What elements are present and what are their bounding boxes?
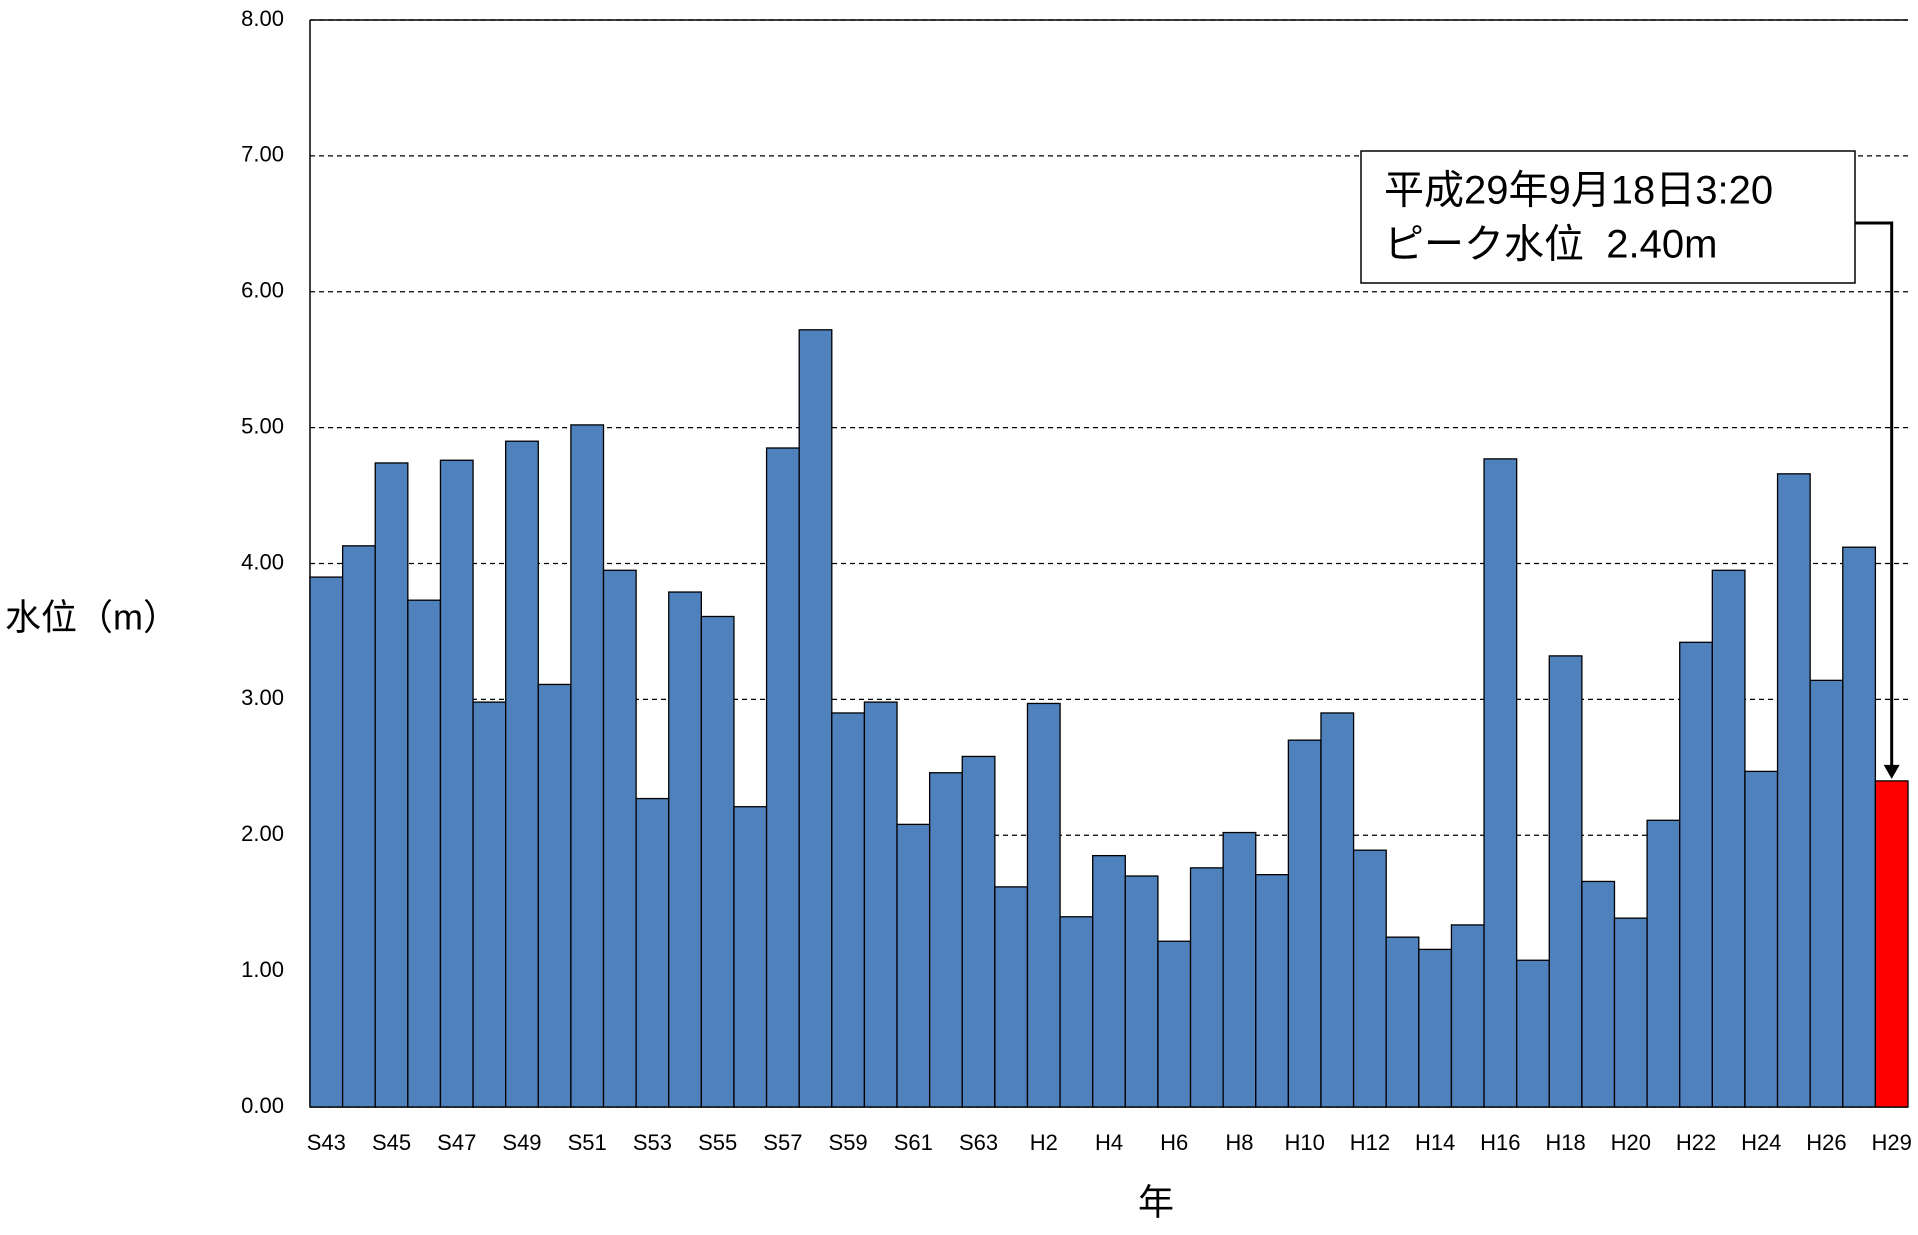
bar: [602, 569, 637, 1108]
bar: [1320, 712, 1355, 1108]
x-tick-label: S49: [502, 1130, 541, 1155]
bar: [1581, 880, 1616, 1108]
bar: [635, 797, 670, 1108]
x-axis-label: 年: [1138, 1182, 1174, 1223]
bar: [1255, 874, 1290, 1108]
bar: [1157, 940, 1192, 1108]
x-tick-label: H29: [1872, 1130, 1912, 1155]
bar: [1287, 739, 1322, 1108]
bar: [505, 440, 539, 1108]
bar: [1874, 780, 1909, 1108]
y-tick-label: 1.00: [241, 957, 284, 982]
x-tick-label: H2: [1030, 1130, 1058, 1155]
x-tick-label: S53: [633, 1130, 672, 1155]
y-tick-label: 6.00: [241, 278, 284, 303]
bar: [863, 701, 898, 1108]
x-tick-label: H24: [1741, 1130, 1781, 1155]
y-tick-label: 2.00: [241, 821, 284, 846]
x-tick-label: H12: [1350, 1130, 1390, 1155]
x-tick-label: H10: [1284, 1130, 1324, 1155]
x-tick-label: H20: [1611, 1130, 1651, 1155]
bar: [374, 462, 409, 1108]
y-tick-label: 0.00: [241, 1093, 284, 1118]
bar: [1744, 770, 1779, 1108]
x-tick-label: S61: [894, 1130, 933, 1155]
x-tick-label: S63: [959, 1130, 998, 1155]
bar: [439, 459, 474, 1108]
x-tick-label: H16: [1480, 1130, 1520, 1155]
bar: [341, 545, 376, 1108]
bar: [1124, 875, 1159, 1108]
bar: [537, 683, 572, 1108]
bar: [1613, 917, 1648, 1108]
y-tick-label: 4.00: [241, 549, 284, 574]
bar: [1679, 641, 1713, 1108]
bar: [765, 447, 800, 1108]
y-tick-label: 8.00: [241, 6, 284, 31]
x-tick-label: H4: [1095, 1130, 1123, 1155]
annotation-box: [1360, 150, 1856, 284]
bar: [1092, 854, 1126, 1108]
bar: [798, 329, 833, 1108]
x-tick-label: H14: [1415, 1130, 1455, 1155]
x-tick-label: S43: [307, 1130, 346, 1155]
bar: [1352, 849, 1387, 1108]
x-tick-label: H26: [1806, 1130, 1846, 1155]
bar: [1483, 458, 1518, 1108]
x-tick-label: H8: [1225, 1130, 1253, 1155]
bar: [668, 591, 702, 1108]
bar: [1809, 679, 1844, 1108]
x-tick-label: H18: [1545, 1130, 1585, 1155]
bar: [1646, 819, 1681, 1108]
y-tick-label: 5.00: [241, 413, 284, 438]
x-tick-label: H22: [1676, 1130, 1716, 1155]
y-tick-label: 3.00: [241, 685, 284, 710]
x-tick-label: S59: [829, 1130, 868, 1155]
x-tick-label: S51: [568, 1130, 607, 1155]
bar: [1842, 546, 1877, 1108]
bar: [994, 886, 1029, 1108]
bar: [1385, 936, 1420, 1108]
bar: [1418, 948, 1453, 1108]
bar: [733, 806, 768, 1108]
bar: [1516, 959, 1550, 1108]
bar: [1776, 473, 1811, 1108]
y-tick-label: 7.00: [241, 142, 284, 167]
bar: [1711, 569, 1746, 1108]
x-tick-label: S45: [372, 1130, 411, 1155]
bar: [896, 823, 931, 1108]
annotation-arrow: [1855, 221, 1894, 767]
y-axis-label: 水位（m）: [5, 597, 179, 638]
bar: [1059, 916, 1094, 1108]
x-tick-label: H6: [1160, 1130, 1188, 1155]
bar: [1189, 867, 1224, 1108]
bar: [407, 599, 442, 1108]
annotation-line: 平成29年9月18日3:20: [1384, 169, 1773, 213]
bar: [570, 424, 605, 1108]
x-tick-label: S57: [763, 1130, 802, 1155]
x-tick-label: S47: [437, 1130, 476, 1155]
bar: [309, 576, 344, 1108]
bar: [700, 615, 735, 1108]
bar: [961, 755, 996, 1108]
bar: [472, 701, 507, 1108]
x-tick-label: S55: [698, 1130, 737, 1155]
bar: [1026, 702, 1061, 1108]
annotation-line: ピーク水位 2.40m: [1384, 223, 1717, 267]
bar: [928, 772, 963, 1108]
bar: [1548, 655, 1583, 1108]
bar: [1222, 831, 1257, 1108]
bar: [1450, 924, 1485, 1108]
bar: [831, 712, 866, 1108]
annotation-arrowhead: [1883, 764, 1900, 779]
